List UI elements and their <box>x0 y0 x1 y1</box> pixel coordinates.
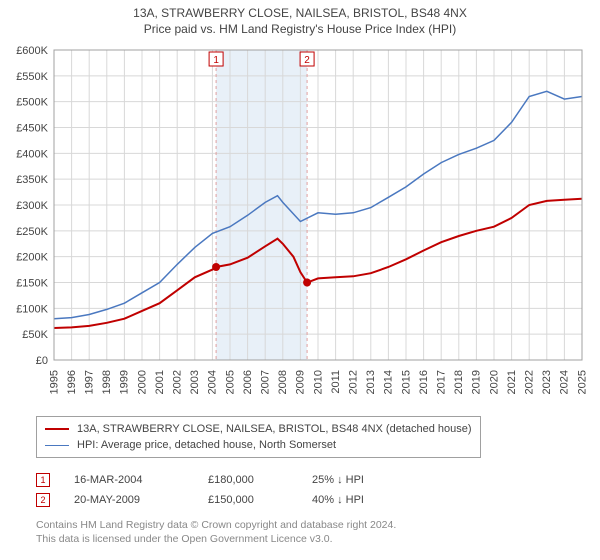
svg-text:2016: 2016 <box>418 370 430 394</box>
legend-row-hpi: HPI: Average price, detached house, Nort… <box>45 437 472 453</box>
svg-text:2023: 2023 <box>541 370 553 394</box>
sales-table: 1 16-MAR-2004 £180,000 25% ↓ HPI 2 20-MAY-200… <box>36 470 402 510</box>
svg-text:2013: 2013 <box>365 370 377 394</box>
svg-text:£450K: £450K <box>16 123 48 135</box>
svg-text:£500K: £500K <box>16 97 48 109</box>
svg-text:2009: 2009 <box>295 370 307 394</box>
legend-label-property: 13A, STRAWBERRY CLOSE, NAILSEA, BRISTOL,… <box>77 423 472 435</box>
svg-text:£400K: £400K <box>16 148 48 160</box>
svg-text:2024: 2024 <box>559 370 571 394</box>
sale-delta: 25% ↓ HPI <box>312 474 402 486</box>
svg-text:2020: 2020 <box>488 370 500 394</box>
svg-text:2019: 2019 <box>471 370 483 394</box>
legend-swatch-hpi <box>45 445 69 446</box>
svg-text:2000: 2000 <box>136 370 148 394</box>
footnote-line2: This data is licensed under the Open Gov… <box>36 532 396 546</box>
svg-text:£50K: £50K <box>22 329 48 341</box>
svg-text:2005: 2005 <box>224 370 236 394</box>
svg-text:1998: 1998 <box>101 370 113 394</box>
legend-label-hpi: HPI: Average price, detached house, Nort… <box>77 439 336 451</box>
sale-row: 1 16-MAR-2004 £180,000 25% ↓ HPI <box>36 470 402 490</box>
svg-text:1999: 1999 <box>119 370 131 394</box>
svg-text:2021: 2021 <box>506 370 518 394</box>
svg-text:£100K: £100K <box>16 303 48 315</box>
legend: 13A, STRAWBERRY CLOSE, NAILSEA, BRISTOL,… <box>36 416 481 458</box>
svg-text:2022: 2022 <box>524 370 536 394</box>
sale-price: £180,000 <box>208 474 288 486</box>
svg-text:2002: 2002 <box>171 370 183 394</box>
svg-text:1995: 1995 <box>48 370 60 394</box>
svg-text:2004: 2004 <box>207 370 219 394</box>
svg-text:2007: 2007 <box>260 370 272 394</box>
svg-text:2025: 2025 <box>576 370 588 394</box>
svg-text:£600K: £600K <box>16 45 48 57</box>
svg-text:2017: 2017 <box>436 370 448 394</box>
page-subtitle: Price paid vs. HM Land Registry's House … <box>0 20 600 36</box>
svg-text:2006: 2006 <box>242 370 254 394</box>
svg-text:2015: 2015 <box>400 370 412 394</box>
sale-marker: 2 <box>36 493 50 507</box>
svg-text:£350K: £350K <box>16 174 48 186</box>
svg-text:2014: 2014 <box>383 370 395 394</box>
svg-text:2001: 2001 <box>154 370 166 394</box>
svg-text:2: 2 <box>304 55 310 66</box>
page-title: 13A, STRAWBERRY CLOSE, NAILSEA, BRISTOL,… <box>0 0 600 20</box>
svg-text:1: 1 <box>213 55 219 66</box>
svg-text:£200K: £200K <box>16 252 48 264</box>
svg-text:£150K: £150K <box>16 278 48 290</box>
sale-delta: 40% ↓ HPI <box>312 494 402 506</box>
sale-marker: 1 <box>36 473 50 487</box>
sale-price: £150,000 <box>208 494 288 506</box>
svg-text:£550K: £550K <box>16 71 48 83</box>
svg-text:2018: 2018 <box>453 370 465 394</box>
sale-date: 20-MAY-2009 <box>74 494 184 506</box>
svg-text:1996: 1996 <box>66 370 78 394</box>
sale-row: 2 20-MAY-2009 £150,000 40% ↓ HPI <box>36 490 402 510</box>
svg-text:£300K: £300K <box>16 200 48 212</box>
legend-swatch-property <box>45 428 69 430</box>
legend-row-property: 13A, STRAWBERRY CLOSE, NAILSEA, BRISTOL,… <box>45 421 472 437</box>
svg-text:2012: 2012 <box>348 370 360 394</box>
svg-text:1997: 1997 <box>83 370 95 394</box>
svg-text:2011: 2011 <box>330 370 342 394</box>
footnote-line1: Contains HM Land Registry data © Crown c… <box>36 518 396 532</box>
footnote: Contains HM Land Registry data © Crown c… <box>36 518 396 546</box>
svg-text:2010: 2010 <box>312 370 324 394</box>
svg-text:2008: 2008 <box>277 370 289 394</box>
sale-date: 16-MAR-2004 <box>74 474 184 486</box>
price-chart: £0 £50K £100K £150K £200K £250K £300K £350K £400… <box>10 44 588 404</box>
svg-text:£250K: £250K <box>16 226 48 238</box>
svg-text:2003: 2003 <box>189 370 201 394</box>
svg-text:£0: £0 <box>36 355 48 367</box>
